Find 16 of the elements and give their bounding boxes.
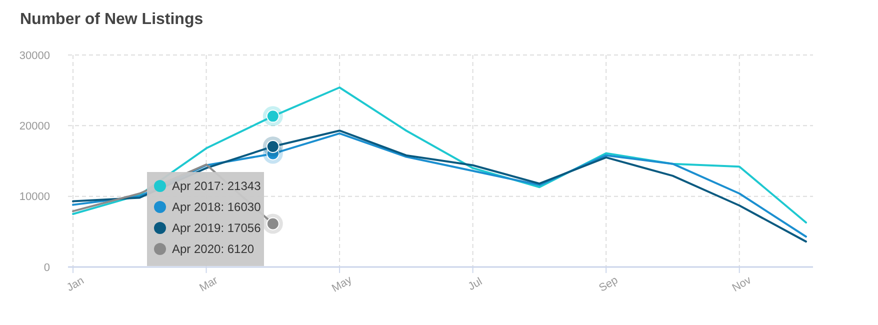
chart-title: Number of New Listings xyxy=(20,11,204,28)
x-tick-label: Mar xyxy=(198,274,220,294)
y-tick-label: 10000 xyxy=(19,191,50,204)
y-tick-label: 20000 xyxy=(19,120,50,133)
x-tick-label: Jul xyxy=(466,276,484,294)
x-tick-label: Sep xyxy=(597,274,620,294)
legend-label: Apr 2019: 17056 xyxy=(172,221,262,236)
legend-label: Apr 2017: 21343 xyxy=(172,179,262,194)
line-series xyxy=(72,86,807,224)
x-tick-label: May xyxy=(330,274,354,295)
y-tick-label: 30000 xyxy=(19,50,50,62)
y-tick-label: 0 xyxy=(44,262,50,274)
legend-label: Apr 2018: 16030 xyxy=(172,200,262,214)
legend-label: Apr 2020: 6120 xyxy=(172,242,254,256)
x-tick-label: Nov xyxy=(730,274,754,294)
x-tick-label: Jan xyxy=(64,274,86,294)
